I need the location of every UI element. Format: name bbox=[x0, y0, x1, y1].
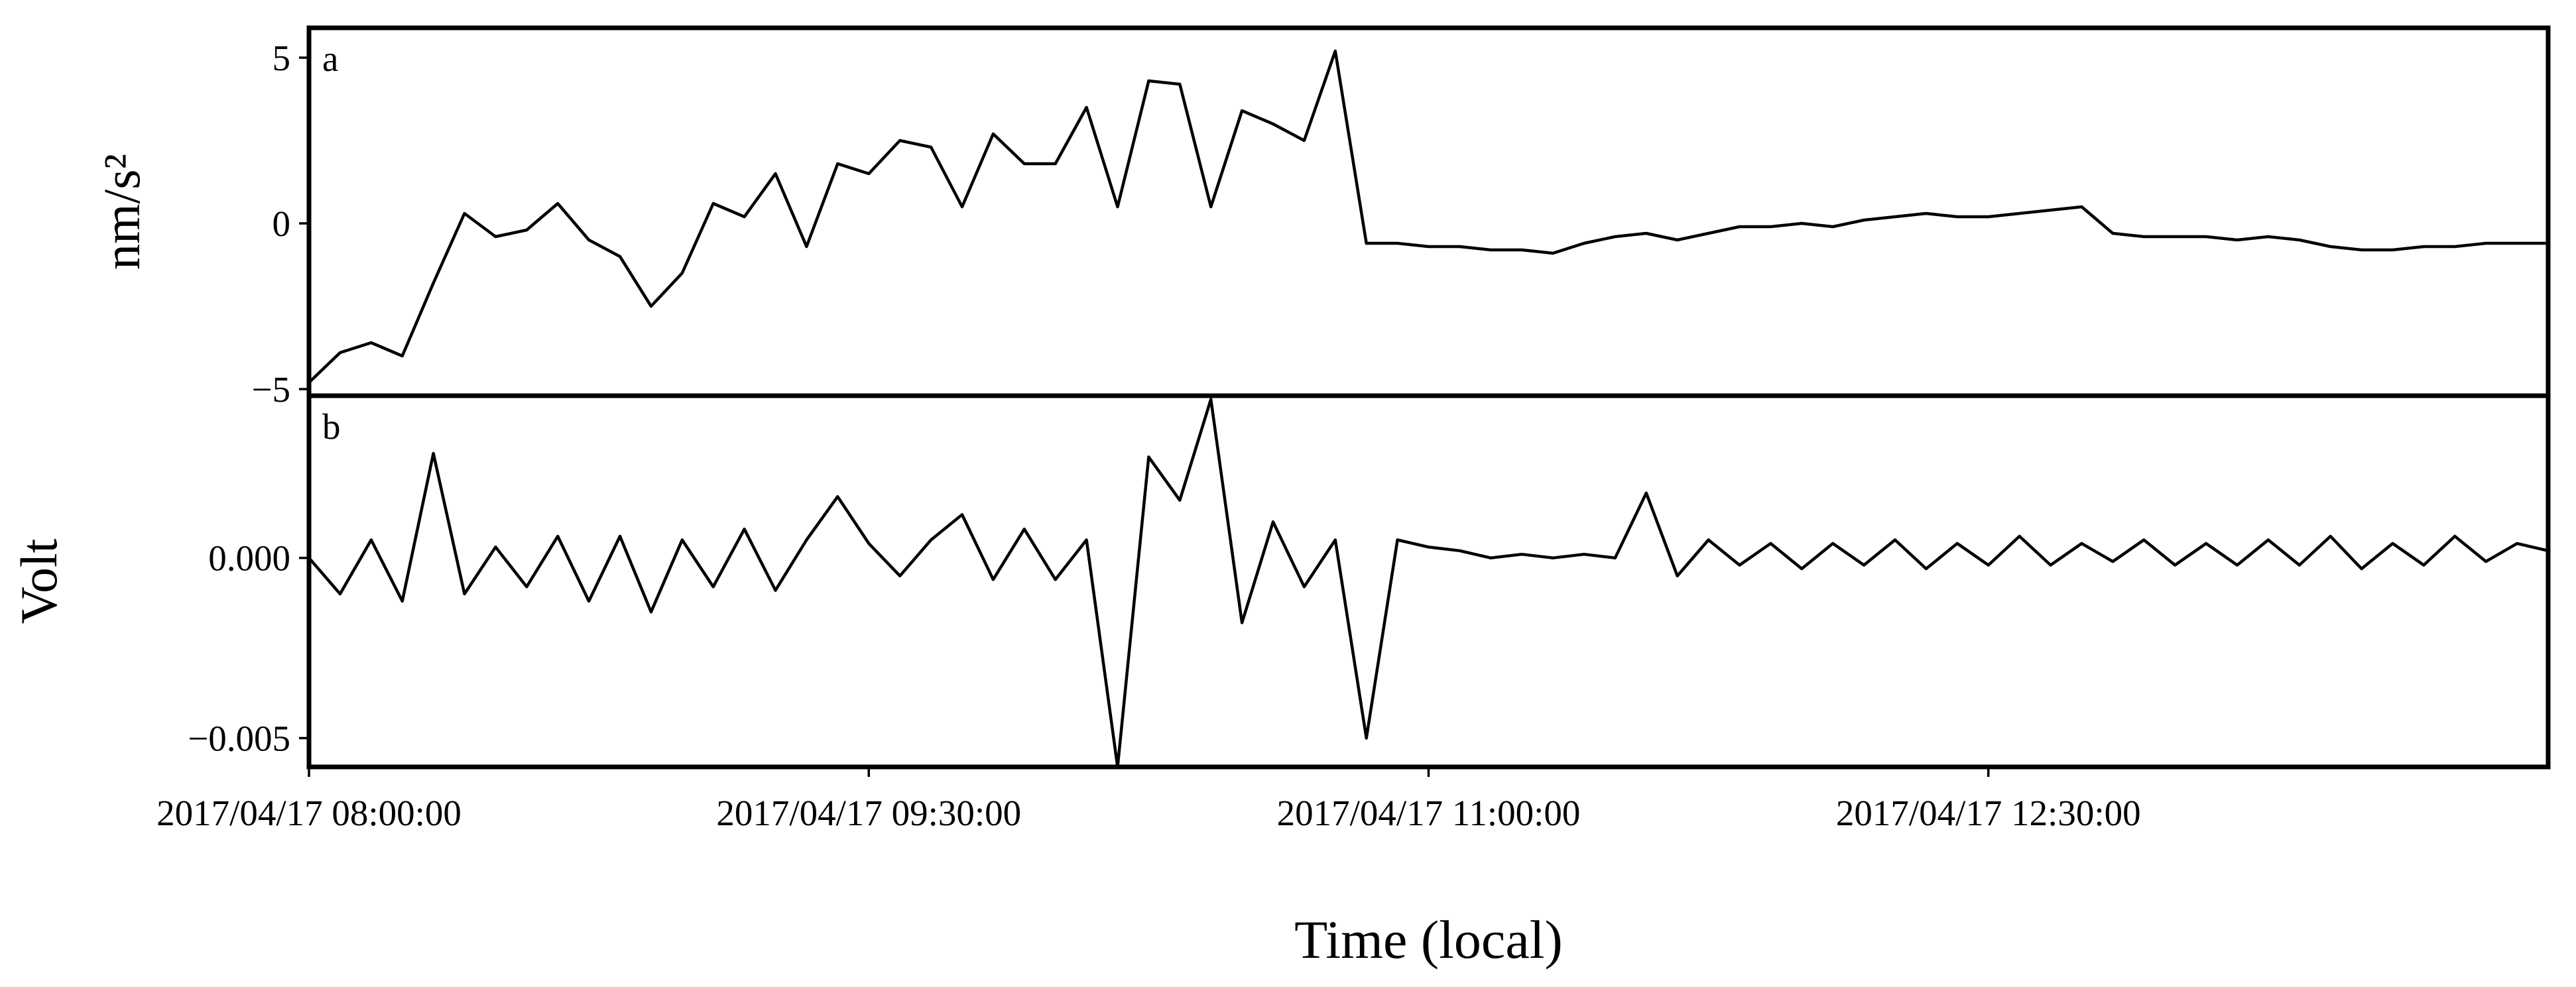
panel-frame bbox=[306, 393, 2551, 770]
y-axis-label: Volt bbox=[10, 538, 68, 624]
panel-letter: b bbox=[322, 406, 341, 447]
y-tick-label: −0.005 bbox=[188, 719, 290, 759]
panel-letter: a bbox=[322, 38, 338, 79]
data-line bbox=[308, 398, 2549, 769]
y-tick-label: 0.000 bbox=[208, 538, 290, 579]
y-axis-label: nm/s² bbox=[93, 154, 151, 270]
x-tick-label: 2017/04/17 08:00:00 bbox=[156, 793, 461, 833]
panel-frame bbox=[306, 25, 2551, 398]
y-tick-label: 5 bbox=[273, 38, 291, 78]
y-tick-label: 0 bbox=[273, 203, 291, 244]
x-tick-label: 2017/04/17 12:30:00 bbox=[1836, 793, 2141, 833]
y-tick-label: −5 bbox=[251, 369, 290, 410]
x-tick-label: 2017/04/17 11:00:00 bbox=[1277, 793, 1581, 833]
data-line bbox=[308, 49, 2548, 384]
x-tick-label: 2017/04/17 09:30:00 bbox=[716, 793, 1021, 833]
x-axis-label: Time (local) bbox=[1294, 909, 1563, 970]
